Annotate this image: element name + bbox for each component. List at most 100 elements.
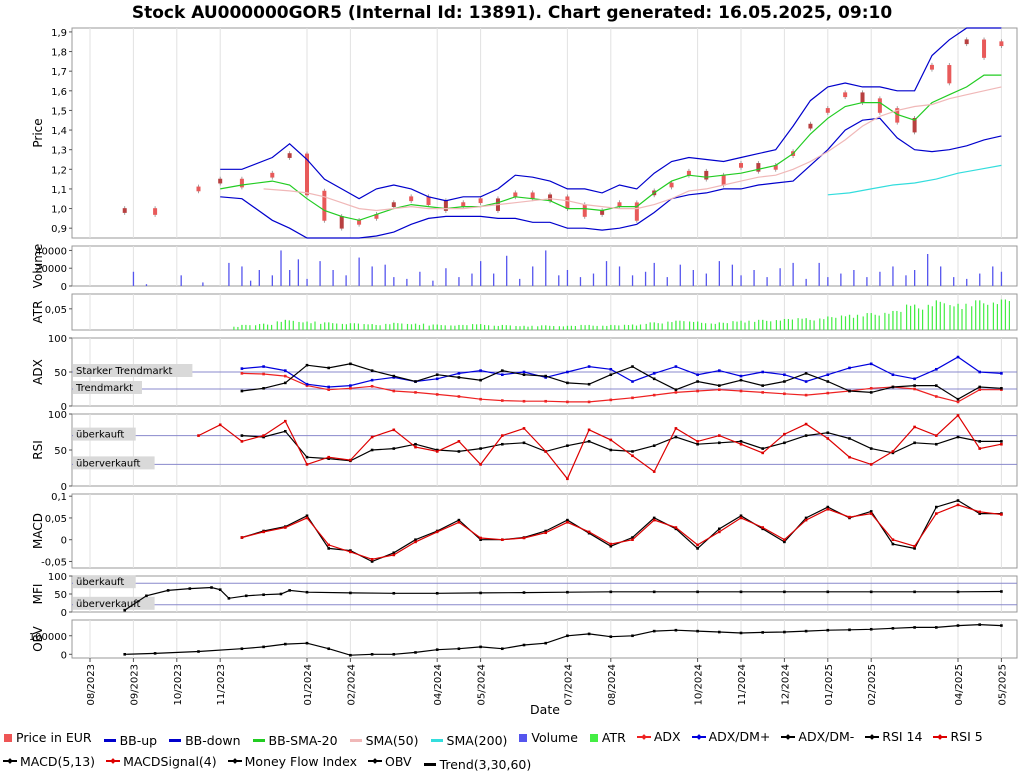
atr-bar xyxy=(910,305,912,330)
atr-bar xyxy=(693,321,695,330)
macdsignal-4-point xyxy=(913,544,916,548)
rsi-5-point xyxy=(544,450,547,453)
atr-bar xyxy=(406,323,409,330)
macdsignal-4-point xyxy=(370,557,374,561)
atr-bar xyxy=(454,325,456,330)
candle xyxy=(305,153,309,196)
panel-frame xyxy=(71,619,1018,659)
obv-point xyxy=(718,630,721,634)
obv-point xyxy=(631,634,634,638)
volume-bar xyxy=(545,250,547,286)
volume-bar xyxy=(458,277,460,286)
atr-bar xyxy=(450,325,452,330)
rsi-5-point xyxy=(370,435,374,439)
rsi-14-point xyxy=(869,447,873,450)
legend-item: ADX xyxy=(634,726,681,747)
rsi-5-point xyxy=(826,437,830,440)
reference-label-bg xyxy=(73,364,193,377)
macd-5-13-point xyxy=(631,536,634,539)
y-tick-label: 1,1 xyxy=(51,185,67,196)
candle xyxy=(704,170,709,180)
legend-label: Money Flow Index xyxy=(244,753,357,769)
obv-point xyxy=(240,647,244,651)
x-tick-label: 05/2024 xyxy=(477,664,488,706)
volume-bar xyxy=(306,278,308,286)
money-flow-index-point xyxy=(652,590,656,594)
atr-bar xyxy=(553,326,555,330)
atr-bar xyxy=(519,326,521,330)
obv-point xyxy=(414,651,417,654)
macdsignal-4-point xyxy=(956,503,960,507)
volume-bar xyxy=(927,254,929,286)
volume-bar xyxy=(731,264,734,286)
atr-bar xyxy=(649,322,651,330)
obv-point xyxy=(1000,624,1003,627)
volume-bar xyxy=(532,266,534,286)
rsi-14-point xyxy=(674,435,678,439)
volume-bar xyxy=(853,270,855,286)
adx-point xyxy=(414,391,417,394)
atr-bar xyxy=(614,325,616,330)
adx-point xyxy=(349,387,352,390)
atr-bar xyxy=(349,323,352,330)
volume-bar xyxy=(419,271,421,286)
candle xyxy=(721,174,726,186)
volume-bar xyxy=(644,271,647,286)
atr-bar xyxy=(584,325,586,330)
money-flow-index-point xyxy=(435,591,439,595)
candle xyxy=(825,108,830,113)
obv-point xyxy=(197,650,200,653)
macdsignal-4-point xyxy=(761,526,764,529)
y-tick-label: 0,05 xyxy=(45,514,67,525)
rsi-5-point xyxy=(197,434,200,437)
adx-point xyxy=(327,388,330,391)
obv-point xyxy=(891,627,895,630)
atr-bar xyxy=(679,320,681,330)
atr-bar xyxy=(892,310,894,330)
sma-200-line xyxy=(827,164,1002,196)
macdsignal-4-point xyxy=(848,515,851,519)
legend-swatch xyxy=(636,732,651,742)
adx-dm-point xyxy=(240,367,244,370)
legend-label: BB-SMA-20 xyxy=(268,732,338,748)
obv-point xyxy=(284,642,287,646)
candle xyxy=(374,214,379,219)
volume-bar xyxy=(249,280,252,286)
macd-5-13-point xyxy=(891,542,895,546)
adx-point xyxy=(804,393,808,397)
y-tick-label: 100 xyxy=(48,334,67,345)
adx-dm-point xyxy=(978,385,981,389)
atr-bar xyxy=(797,318,799,330)
atr-bar xyxy=(537,326,539,330)
legend-label: RSI 5 xyxy=(950,729,983,744)
volume-bar xyxy=(180,275,182,286)
atr-bar xyxy=(310,323,312,330)
obv-point xyxy=(652,629,656,633)
y-tick-label: 50 xyxy=(54,446,67,457)
money-flow-index-point xyxy=(288,589,291,592)
volume-bar xyxy=(319,261,321,286)
atr-bar xyxy=(840,315,843,330)
atr-bar xyxy=(324,322,326,330)
atr-bar xyxy=(580,324,582,330)
atr-bar xyxy=(592,325,594,330)
rsi-5-point xyxy=(935,434,938,437)
rsi-5-point xyxy=(848,455,851,459)
atr-bar xyxy=(410,324,413,330)
macdsignal-4-point xyxy=(240,536,244,539)
adx-point xyxy=(587,400,591,404)
rsi-14-point xyxy=(696,442,699,446)
adx-dm-point xyxy=(674,388,678,391)
adx-dm-point xyxy=(739,378,743,382)
money-flow-index-point xyxy=(145,594,148,598)
legend-label: Trend(3,30,60) xyxy=(439,757,532,772)
adx-point xyxy=(262,372,265,376)
x-tick-label: 10/2023 xyxy=(173,664,184,706)
atr-bar xyxy=(527,326,529,330)
chart-legend: Price in EUR BB-up BB-down BB-SMA-20 SMA(50)… xyxy=(0,726,1024,775)
candle xyxy=(947,65,952,84)
adx-dm-point xyxy=(761,384,764,387)
y-axis-label: RSI xyxy=(31,440,45,460)
adx-dm-point xyxy=(609,373,613,377)
rsi-5-point xyxy=(218,423,222,427)
